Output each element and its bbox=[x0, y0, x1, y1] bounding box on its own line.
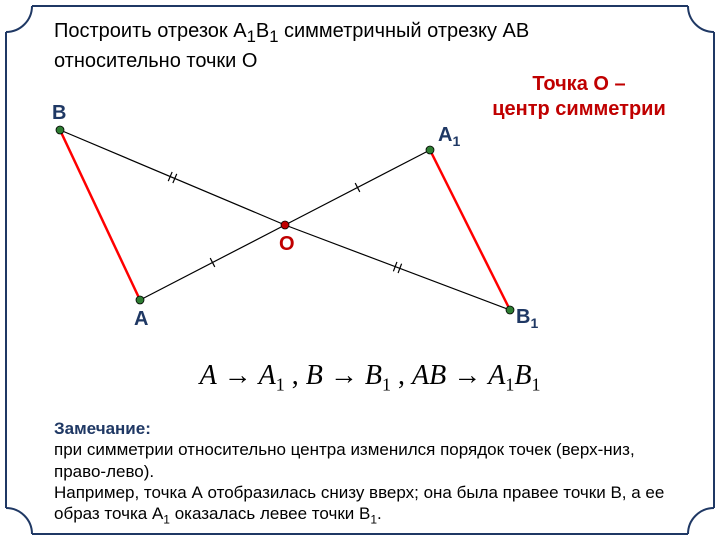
slide: Построить отрезок А1В1 симметричный отре… bbox=[0, 0, 720, 540]
task-line1-p2: В bbox=[256, 20, 269, 42]
center-line1: Точка О – bbox=[532, 73, 625, 95]
task-line2: относительно точки О bbox=[54, 50, 257, 72]
note-title: Замечание: bbox=[54, 419, 151, 438]
note-body2-s2: 1 bbox=[370, 512, 377, 526]
task-text: Построить отрезок А1В1 симметричный отре… bbox=[54, 18, 680, 74]
task-line1-s1: 1 bbox=[247, 27, 256, 46]
mapping-formula: A → A1 , B → B1 , AB → A1B1 bbox=[80, 360, 660, 396]
note-block: Замечание: при симметрии относительно це… bbox=[54, 418, 680, 527]
point-label-A1: А1 bbox=[438, 124, 460, 149]
point-label-B1: В1 bbox=[516, 306, 538, 331]
point-label-A: А bbox=[134, 308, 148, 331]
note-body2-p3: . bbox=[377, 504, 382, 523]
task-line1-p1: Построить отрезок А bbox=[54, 20, 247, 42]
point-label-O: О bbox=[279, 233, 295, 256]
point-label-B: В bbox=[52, 102, 66, 125]
note-body2-s1: 1 bbox=[163, 512, 170, 526]
geometry-diagram: А В О А1 В1 bbox=[40, 100, 560, 330]
note-body2-p2: оказалась левее точки В bbox=[170, 504, 370, 523]
task-line1-p3: симметричный отрезку АВ bbox=[278, 20, 529, 42]
note-body1: при симметрии относительно центра измени… bbox=[54, 440, 635, 480]
